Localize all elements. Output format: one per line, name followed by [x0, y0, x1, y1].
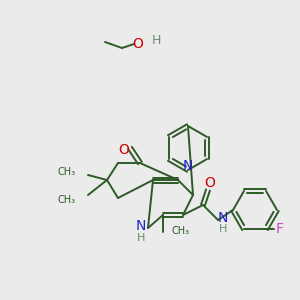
- Text: O: O: [133, 37, 143, 51]
- Text: N: N: [136, 219, 146, 233]
- Text: H: H: [219, 224, 227, 234]
- Text: H: H: [151, 34, 161, 46]
- Text: CH₃: CH₃: [171, 226, 189, 236]
- Text: H: H: [137, 233, 145, 243]
- Text: F: F: [276, 222, 284, 236]
- Text: O: O: [118, 143, 129, 157]
- Text: N: N: [183, 159, 193, 173]
- Text: CH₃: CH₃: [58, 167, 76, 177]
- Text: N: N: [218, 211, 228, 225]
- Text: CH₃: CH₃: [58, 195, 76, 205]
- Text: O: O: [205, 176, 215, 190]
